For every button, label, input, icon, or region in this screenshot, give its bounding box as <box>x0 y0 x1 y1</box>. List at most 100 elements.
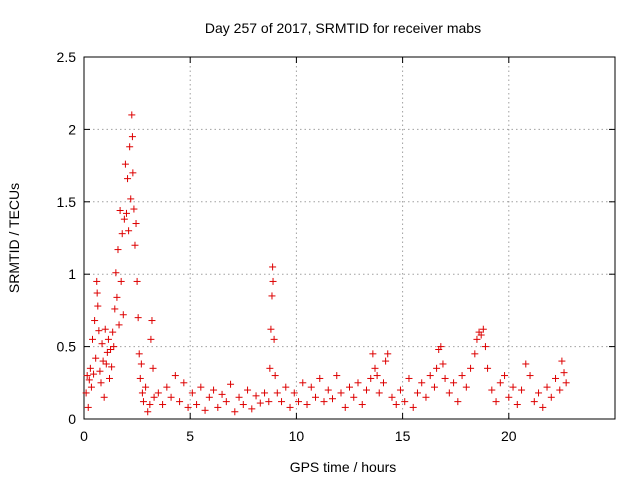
data-point <box>122 209 130 217</box>
data-point <box>94 302 102 310</box>
data-point <box>473 335 481 343</box>
data-point <box>126 143 134 151</box>
data-point <box>299 379 307 387</box>
data-point <box>135 350 143 358</box>
data-point <box>128 111 136 119</box>
data-point <box>193 401 201 409</box>
data-point <box>107 345 115 353</box>
data-point <box>163 383 171 391</box>
data-point <box>269 277 277 285</box>
data-point <box>450 379 458 387</box>
data-point <box>547 393 555 401</box>
data-point <box>184 403 192 411</box>
data-point <box>176 398 184 406</box>
data-point <box>131 241 139 249</box>
data-point <box>418 379 426 387</box>
data-point <box>295 398 303 406</box>
data-point <box>539 403 547 411</box>
data-point <box>96 367 104 375</box>
data-point <box>88 335 96 343</box>
y-tick-label: 2.5 <box>57 49 77 65</box>
data-point <box>128 133 136 141</box>
data-point <box>90 370 98 378</box>
data-point <box>458 372 466 380</box>
data-point <box>266 364 274 372</box>
data-point <box>125 227 133 235</box>
data-point <box>127 195 135 203</box>
data-point <box>137 360 145 368</box>
y-axis-label: SRMTID / TECUs <box>6 183 22 293</box>
data-point <box>115 321 123 329</box>
data-point <box>558 357 566 365</box>
data-point <box>384 350 392 358</box>
data-point <box>560 369 568 377</box>
data-point <box>248 405 256 413</box>
data-point <box>144 408 152 416</box>
data-point <box>501 372 509 380</box>
data-point <box>210 386 218 394</box>
data-point <box>526 372 534 380</box>
data-point <box>252 392 260 400</box>
data-point <box>218 390 226 398</box>
grid <box>84 57 615 419</box>
data-point <box>409 403 417 411</box>
data-point <box>535 389 543 397</box>
data-point <box>201 406 209 414</box>
data-point <box>382 357 390 365</box>
data-point <box>119 311 127 319</box>
data-point <box>139 398 147 406</box>
data-point <box>329 395 337 403</box>
data-points <box>82 111 570 416</box>
data-point <box>256 399 264 407</box>
data-point <box>205 393 213 401</box>
data-point <box>159 401 167 409</box>
data-point <box>324 386 332 394</box>
data-point <box>97 379 105 387</box>
data-point <box>496 379 504 387</box>
data-point <box>265 398 273 406</box>
data-point <box>91 317 99 325</box>
data-point <box>273 389 281 397</box>
data-point <box>129 169 137 177</box>
data-point <box>392 401 400 409</box>
data-point <box>422 393 430 401</box>
data-point <box>371 364 379 372</box>
data-point <box>430 383 438 391</box>
plot-area <box>83 56 616 420</box>
data-point <box>110 343 118 351</box>
data-point <box>142 383 150 391</box>
data-point <box>467 364 475 372</box>
data-point <box>462 383 470 391</box>
data-point <box>105 374 113 382</box>
data-point <box>307 383 315 391</box>
data-point <box>556 386 564 394</box>
data-point <box>138 389 146 397</box>
data-point <box>134 314 142 322</box>
data-point <box>227 380 235 388</box>
data-point <box>104 335 112 343</box>
data-point <box>346 383 353 391</box>
data-point <box>99 357 107 365</box>
data-point <box>413 389 421 397</box>
data-point <box>333 372 341 380</box>
data-point <box>362 386 370 394</box>
data-point <box>188 389 196 397</box>
data-point <box>92 354 100 362</box>
x-tick-label: 0 <box>80 428 88 444</box>
data-point <box>133 277 141 285</box>
data-point <box>282 383 290 391</box>
data-point <box>132 220 140 228</box>
data-point <box>111 305 119 313</box>
data-point <box>337 389 345 397</box>
data-point <box>290 389 298 397</box>
data-point <box>341 403 349 411</box>
data-point <box>437 343 445 351</box>
data-point <box>244 386 252 394</box>
data-point <box>375 389 383 397</box>
data-point <box>445 389 453 397</box>
data-point <box>320 398 328 406</box>
chart-title: Day 257 of 2017, SRMTID for receiver mab… <box>205 20 481 36</box>
data-point <box>278 398 286 406</box>
data-point <box>481 343 489 351</box>
